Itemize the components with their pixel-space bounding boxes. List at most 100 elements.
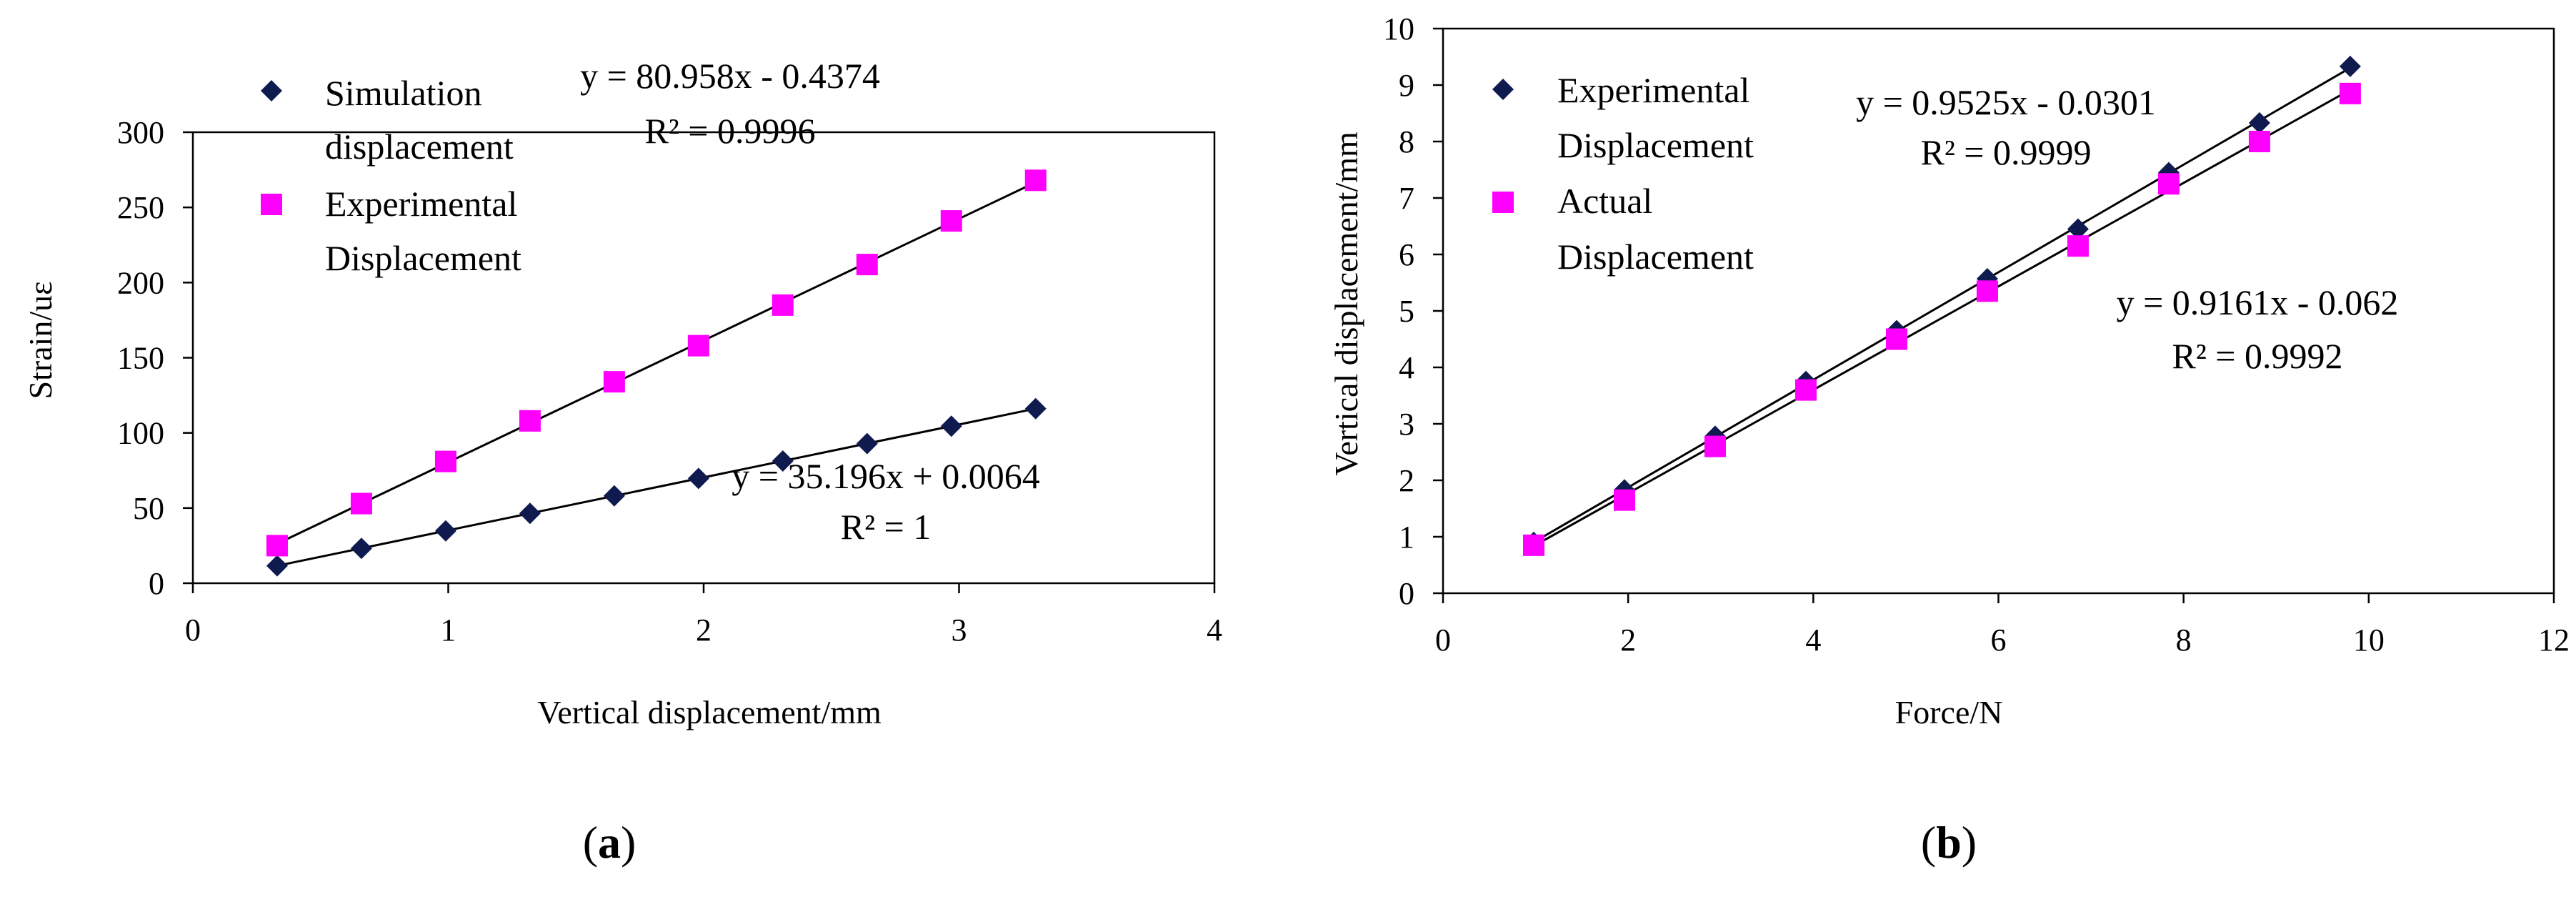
chart-a-x-tick-label: 1: [441, 613, 456, 648]
chart-a-point-square: [603, 371, 625, 393]
chart-a-x-axis-label: Vertical displacement/mm: [537, 694, 882, 730]
chart-b-point-diamond: [2157, 162, 2180, 184]
chart-b-x-tick-label: 4: [1805, 623, 1821, 658]
chart-a-simulation-r2: R² = 1: [841, 507, 932, 547]
chart-a-x-tick-label: 2: [696, 613, 712, 648]
chart-a-point-square: [519, 410, 541, 432]
chart-a-y-tick-label: 150: [117, 341, 164, 376]
chart-a-point-square: [687, 334, 709, 357]
chart-a-point-diamond: [434, 520, 456, 542]
chart-b-point-diamond: [2248, 111, 2270, 134]
chart-a-legend-label-3: Experimental: [325, 184, 517, 224]
chart-b-y-tick-label: 7: [1399, 181, 1414, 216]
chart-b-axes: [1433, 27, 2555, 603]
chart-b-point-square: [1794, 379, 1817, 401]
chart-b-trendlines: [1533, 66, 2351, 547]
chart-b-y-axis-label: Vertical displacement/mm: [1328, 132, 1364, 476]
chart-b-legend-label-1: Experimental: [1557, 70, 1749, 110]
chart-a-legend: Simulation displacement Experimental Dis…: [261, 73, 521, 278]
chart-a-point-diamond: [603, 485, 625, 507]
chart-a-point-square: [856, 254, 878, 276]
chart-a-y-tick-label: 200: [117, 265, 164, 300]
chart-b-markers: [1522, 55, 2361, 556]
chart-b-y-tick-label: 10: [1383, 11, 1414, 46]
chart-a-y-tick-label: 0: [149, 566, 164, 601]
chart-a-legend-label-4: Displacement: [325, 238, 521, 278]
chart-b-y-tick-label: 5: [1399, 294, 1414, 329]
chart-b-point-square: [1704, 435, 1726, 457]
chart-a: 0 1 2 3 4 0 50 100 150 200 250 300 Vertical displac…: [22, 56, 1222, 868]
chart-a-point-diamond: [772, 450, 794, 472]
chart-a-point-diamond: [266, 555, 288, 577]
chart-a-experimental-r2: R² = 0.9996: [644, 111, 815, 151]
chart-b-point-diamond: [2067, 218, 2089, 240]
chart-b-y-tick-label: 0: [1399, 576, 1414, 611]
chart-a-experimental-equation: y = 80.958x - 0.4374: [580, 56, 880, 96]
chart-a-y-tick-label: 250: [117, 190, 164, 225]
chart-a-point-diamond: [856, 432, 878, 455]
chart-b-point-square: [2248, 131, 2270, 152]
chart-b-point-square: [2339, 82, 2361, 104]
chart-b-y-tick-label: 2: [1399, 463, 1414, 498]
chart-a-y-tick-label: 100: [117, 416, 164, 451]
chart-b-x-tick-label: 2: [1620, 623, 1636, 658]
chart-a-legend-label-2: displacement: [325, 127, 514, 167]
chart-a-legend-diamond-marker: [261, 80, 282, 101]
chart-b-trendline-2: [1533, 89, 2351, 547]
chart-a-legend-label-1: Simulation: [325, 73, 481, 113]
chart-b-y-tick-label: 1: [1399, 520, 1414, 555]
chart-a-point-square: [350, 492, 372, 515]
chart-b-legend: Experimental Displacement Actual Displac…: [1492, 70, 1754, 277]
chart-a-y-axis-label: Strain/uε: [22, 282, 59, 400]
chart-b-x-tick-label: 0: [1435, 623, 1451, 658]
chart-b-point-square: [2067, 235, 2089, 257]
chart-b-x-axis-label: Force/N: [1895, 694, 2003, 730]
chart-a-y-tick-label: 300: [117, 115, 164, 150]
chart-a-point-square: [434, 450, 456, 472]
chart-b-x-tick-label: 10: [2353, 623, 2385, 658]
chart-b-legend-label-2: Displacement: [1557, 125, 1754, 165]
chart-a-panel-label: (a): [583, 817, 636, 868]
chart-b-panel-label: (b): [1921, 817, 1977, 868]
chart-a-trendline-1: [276, 407, 1037, 568]
chart-a-legend-square-marker: [261, 194, 282, 215]
chart-b-experimental-equation: y = 0.9525x - 0.0301: [1856, 82, 2156, 122]
chart-a-point-square: [1024, 169, 1047, 192]
chart-a-markers: [266, 169, 1047, 577]
chart-a-point-diamond: [687, 467, 709, 490]
chart-a-y-tick-label: 50: [133, 491, 164, 526]
chart-a-point-diamond: [1024, 397, 1047, 420]
chart-a-point-diamond: [350, 537, 372, 560]
chart-b-legend-diamond-marker: [1492, 79, 1514, 100]
chart-b-trendline-1: [1533, 66, 2351, 543]
chart-a-point-diamond: [940, 415, 962, 437]
chart-b-point-diamond: [2339, 55, 2361, 77]
chart-b-actual-r2: R² = 0.9992: [2172, 336, 2342, 376]
chart-b-actual-equation: y = 0.9161x - 0.062: [2117, 282, 2399, 322]
chart-b-point-square: [1885, 328, 1907, 350]
chart-a-x-tick-label: 0: [185, 613, 201, 648]
chart-b-legend-square-marker: [1492, 192, 1514, 213]
chart-a-axes: [183, 131, 1216, 593]
chart-b-legend-label-4: Displacement: [1557, 237, 1754, 277]
chart-b-point-square: [2157, 173, 2180, 195]
chart-b-y-tick-label: 3: [1399, 407, 1414, 442]
chart-a-point-square: [940, 210, 962, 232]
chart-a-tick-labels: 0 1 2 3 4 0 50 100 150 200 250 300: [117, 115, 1222, 648]
chart-b-y-tick-label: 6: [1399, 237, 1414, 272]
chart-a-trendline-2: [276, 181, 1037, 545]
chart-b-point-square: [1613, 489, 1635, 511]
chart-b-point-square: [1976, 280, 1998, 302]
chart-a-x-tick-label: 3: [952, 613, 967, 648]
chart-a-simulation-equation: y = 35.196x + 0.0064: [732, 456, 1039, 496]
chart-b-x-tick-label: 12: [2538, 623, 2570, 658]
chart-b-x-tick-label: 6: [1991, 623, 2007, 658]
chart-a-trendlines: [276, 181, 1037, 568]
chart-b-y-tick-label: 8: [1399, 124, 1414, 159]
chart-b-point-square: [1522, 534, 1544, 556]
chart-b-experimental-r2: R² = 0.9999: [1920, 132, 2091, 172]
chart-b-legend-label-3: Actual: [1557, 181, 1652, 221]
chart-a-point-diamond: [519, 502, 541, 525]
